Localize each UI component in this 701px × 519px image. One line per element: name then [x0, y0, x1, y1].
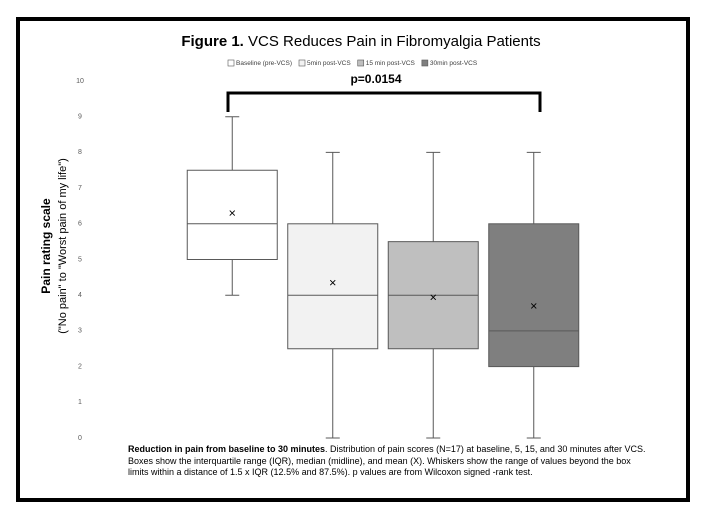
- whisker-low: [225, 259, 240, 296]
- whisker-high: [426, 151, 441, 242]
- mean-marker: [430, 294, 437, 301]
- whisker-high: [325, 151, 340, 224]
- legend-label: 30min post-VCS: [430, 60, 478, 67]
- y-tick-label: 8: [78, 149, 82, 156]
- chart-title: Figure 1. VCS Reduces Pain in Fibromyalg…: [181, 33, 540, 50]
- significance-bracket: [226, 91, 542, 112]
- y-tick-label: 6: [78, 221, 82, 228]
- figure-label: Figure 1.: [181, 33, 244, 50]
- box: [488, 223, 580, 368]
- y-tick-label: 2: [78, 363, 82, 370]
- whisker-high: [526, 151, 541, 224]
- legend-swatch: [298, 59, 306, 67]
- legend-label: 5min post-VCS: [307, 60, 351, 67]
- box: [287, 223, 379, 350]
- legend-label: 15 min post-VCS: [366, 60, 416, 67]
- y-tick-label: 3: [78, 328, 82, 335]
- caption: Reduction in pain from baseline to 30 mi…: [128, 444, 648, 479]
- legend-swatch: [227, 59, 235, 67]
- p-value: p=0.0154: [350, 72, 401, 86]
- y-tick-label: 7: [78, 185, 82, 192]
- y-tick-label: 4: [78, 292, 82, 299]
- mean-marker: [229, 210, 236, 216]
- y-tick-label: 9: [78, 114, 82, 121]
- mean-marker: [530, 303, 537, 309]
- y-axis-label: Pain rating scale: [39, 198, 53, 294]
- caption-bold: Reduction in pain from baseline to 30 mi…: [128, 444, 326, 454]
- legend-label: Baseline (pre-VCS): [236, 60, 292, 67]
- y-tick-label: 0: [78, 435, 82, 442]
- whisker-high: [225, 116, 240, 171]
- box: [186, 169, 278, 260]
- legend-swatch: [421, 59, 429, 67]
- y-tick-label: 10: [76, 78, 84, 85]
- legend-swatch: [357, 59, 365, 67]
- mean-marker: [329, 279, 336, 286]
- whisker-low: [325, 348, 340, 439]
- frame: [16, 17, 690, 502]
- y-tick-label: 5: [78, 256, 82, 263]
- whisker-low: [526, 366, 541, 439]
- y-axis-sublabel: ("No pain" to "Worst pain of my life"): [57, 158, 69, 334]
- whisker-low: [426, 348, 441, 439]
- y-tick-label: 1: [78, 399, 82, 406]
- caption-text: . Distribution of pain scores (N=17) at …: [128, 444, 646, 477]
- title-text: VCS Reduces Pain in Fibromyalgia Patient…: [248, 33, 541, 50]
